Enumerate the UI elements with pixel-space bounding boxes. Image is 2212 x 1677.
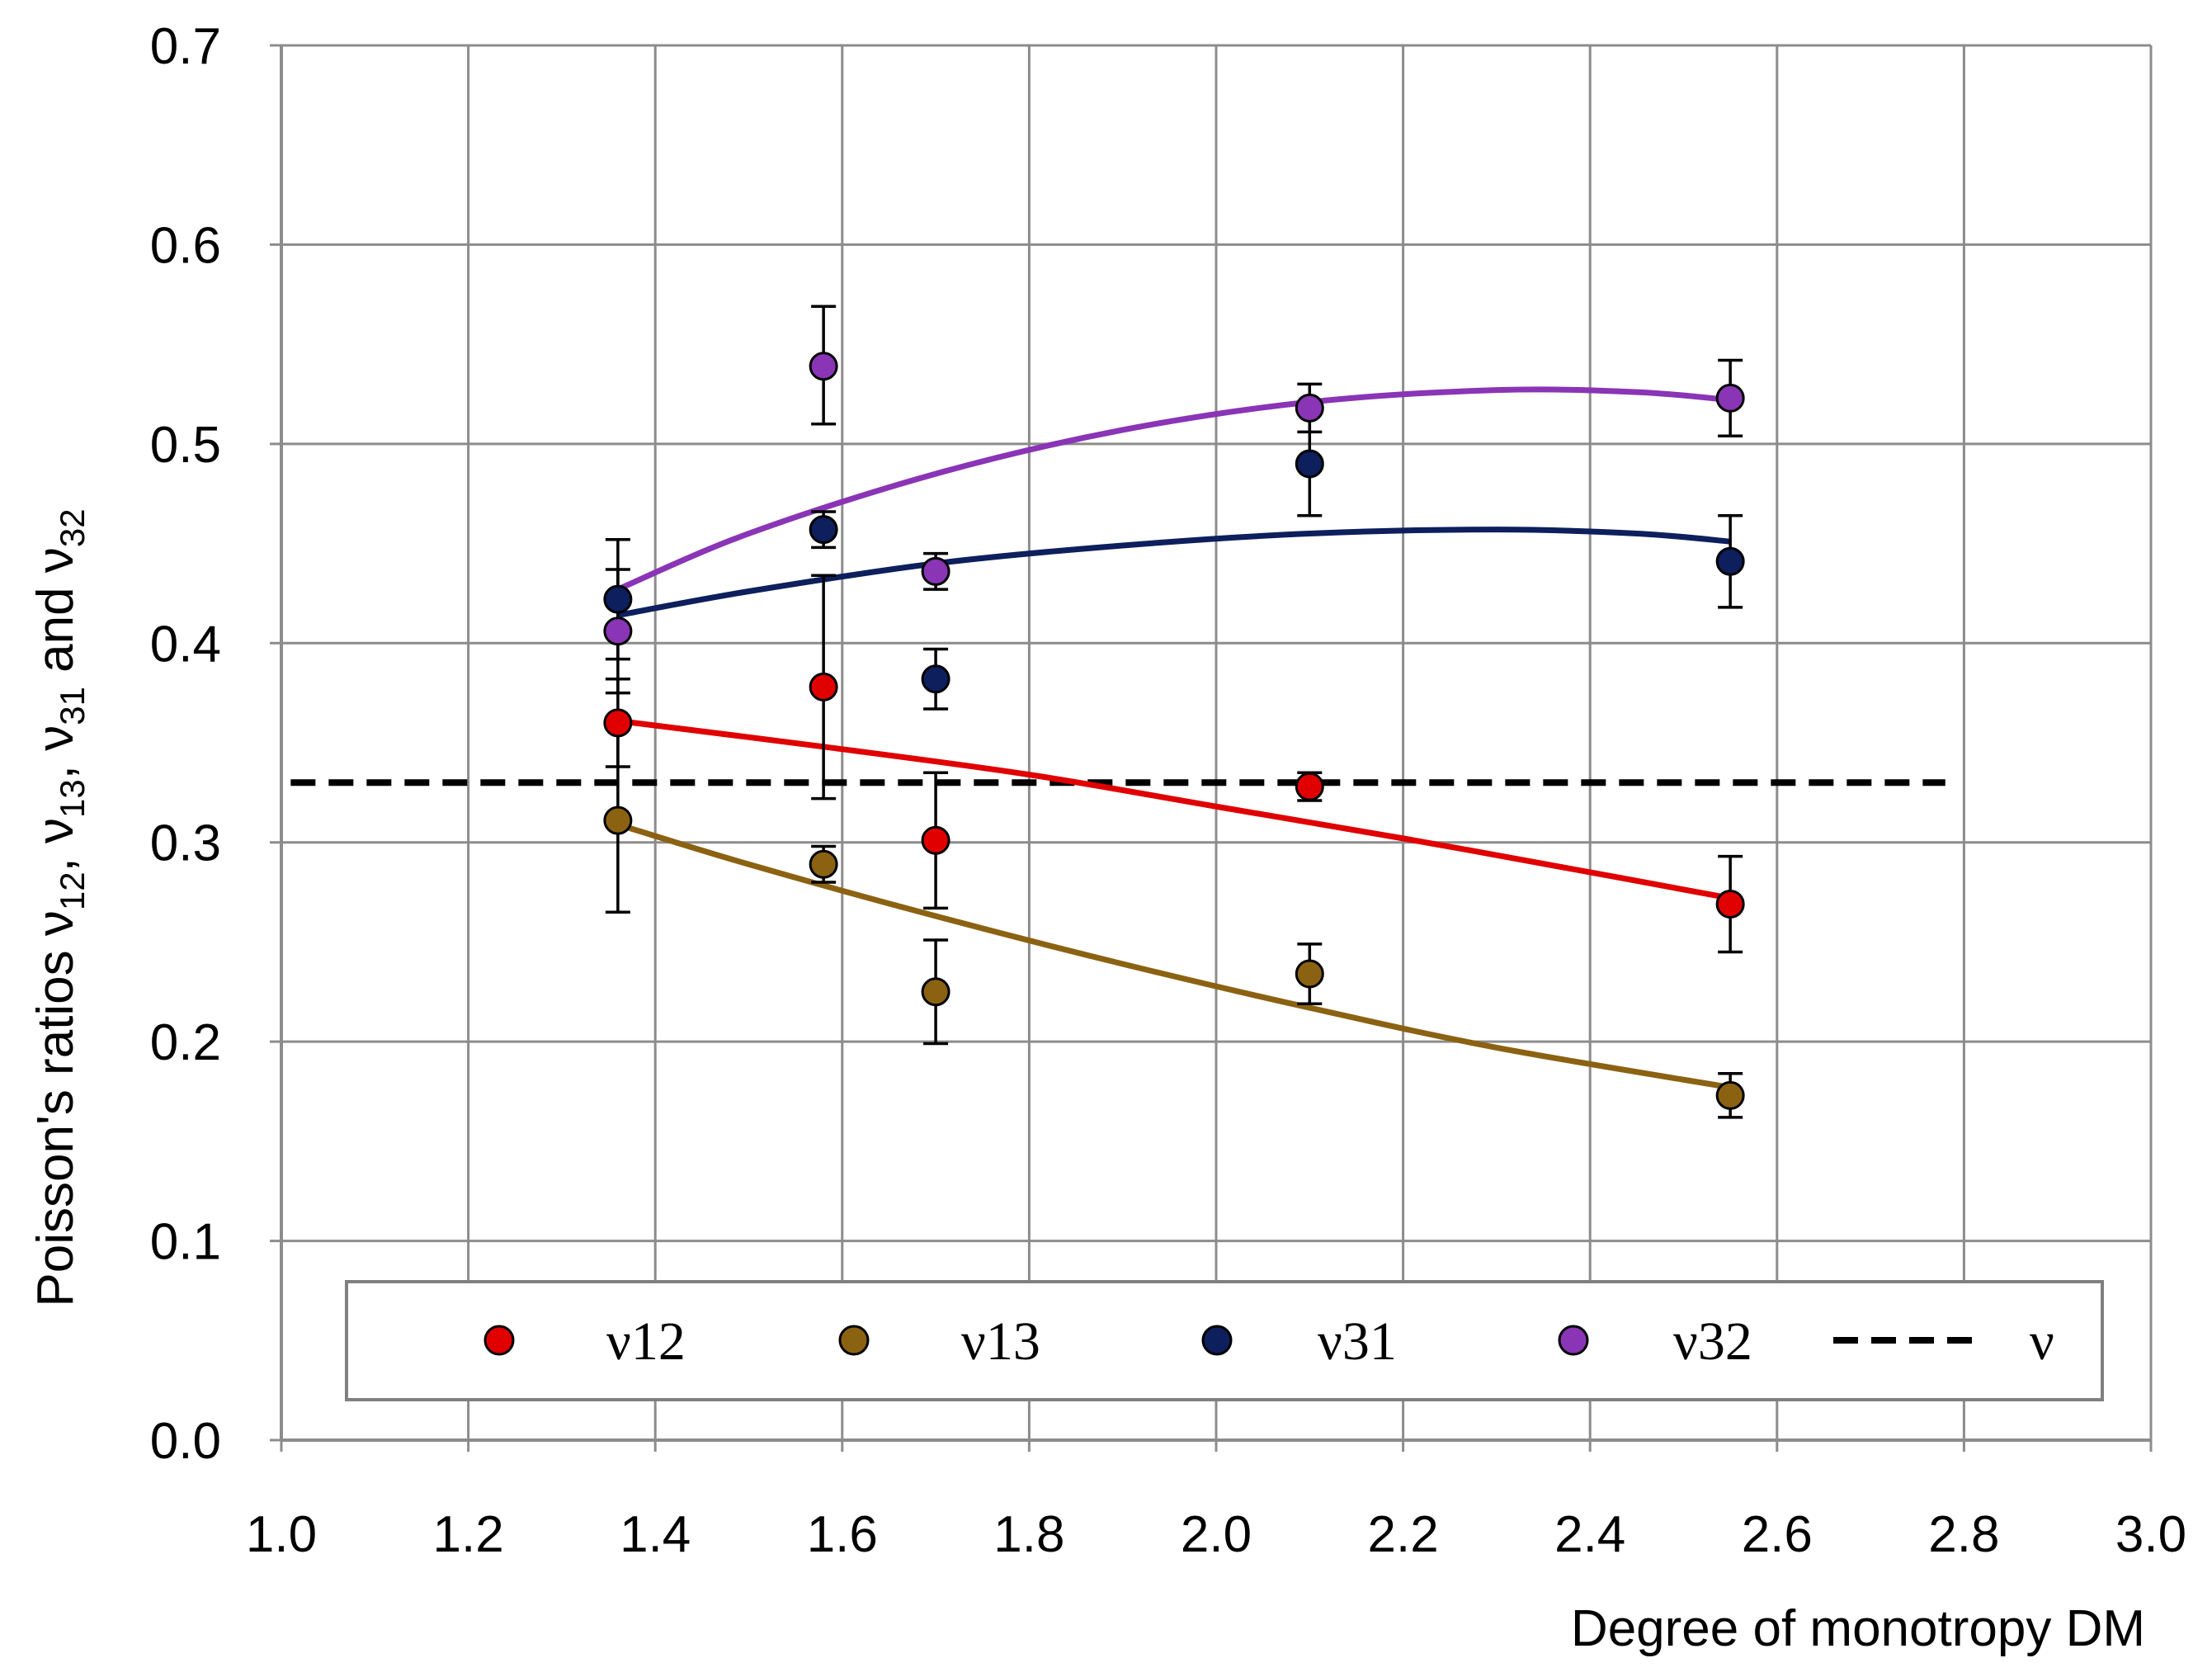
data-point-v31 [1715, 546, 1745, 576]
legend-label-v32: ν32 [1673, 1311, 1752, 1372]
x-tick-label: 2.2 [1367, 1506, 1438, 1563]
data-point-v32 [809, 352, 838, 381]
y-axis-title-part: Poisson's ratios ν [27, 910, 84, 1306]
data-point-v13 [1715, 1080, 1745, 1110]
y-tick-label: 0.1 [150, 1214, 221, 1271]
y-tick-label: 0.6 [150, 217, 221, 274]
data-point-v32 [1715, 383, 1745, 413]
legend-entry-v32: ν32 [1558, 1311, 1752, 1372]
legend: ν12 ν13 ν31 ν32 ν [345, 1280, 2104, 1401]
data-point-v12 [603, 708, 633, 738]
trend-line-v13 [616, 821, 1731, 1091]
data-point-v13 [603, 805, 633, 835]
y-axis-title-part: and ν [27, 547, 84, 687]
data-point-v31 [603, 584, 633, 614]
data-point-v12 [1715, 890, 1745, 919]
legend-label-v13: ν13 [961, 1311, 1040, 1372]
y-axis-title-part: , ν [27, 818, 84, 872]
axes [280, 45, 2151, 1442]
y-axis-title: Poisson's ratios ν12, ν13, ν31 and ν32 [27, 508, 92, 1306]
legend-entry-v31: ν31 [1201, 1311, 1397, 1372]
x-tick-label: 2.4 [1554, 1506, 1625, 1563]
x-tick-label: 1.6 [807, 1506, 878, 1563]
data-point-v13 [921, 977, 950, 1007]
x-tick-label: 1.0 [246, 1506, 317, 1563]
data-point-v32 [1295, 393, 1324, 423]
legend-entry-nu: ν [1833, 1311, 2054, 1372]
legend-label-v12: ν12 [606, 1311, 686, 1372]
legend-entry-v12: ν12 [483, 1311, 686, 1372]
data-point-v31 [921, 664, 950, 694]
data-point-v13 [809, 849, 838, 879]
y-axis-title-subscript: 32 [53, 508, 92, 547]
y-axis-title-subscript: 13 [53, 779, 92, 818]
y-tick-labels: 0.0 0.1 0.2 0.3 0.4 0.5 0.6 0.7 [150, 18, 221, 1470]
data-point-v12 [921, 825, 950, 855]
legend-marker-v12 [483, 1325, 515, 1356]
x-tick-label: 2.8 [1928, 1506, 1999, 1563]
y-tick-label: 0.0 [150, 1413, 221, 1470]
x-tick-label: 2.0 [1181, 1506, 1252, 1563]
x-axis-title: Degree of monotropy DM [1571, 1600, 2145, 1657]
legend-label-nu: ν [2030, 1311, 2054, 1372]
data-point-v13 [1295, 959, 1324, 989]
x-tick-label: 3.0 [2115, 1506, 2186, 1563]
trend-line-v31 [617, 527, 1731, 618]
y-tick-label: 0.4 [150, 616, 221, 673]
legend-entry-v13: ν13 [838, 1311, 1040, 1372]
legend-marker-v31 [1201, 1325, 1233, 1356]
trend-line-v32 [616, 386, 1731, 593]
data-point-v12 [1295, 772, 1324, 801]
legend-marker-v32 [1558, 1325, 1589, 1356]
data-point-v32 [603, 616, 633, 646]
x-tick-label: 1.4 [620, 1506, 691, 1563]
x-tick-label: 1.2 [432, 1506, 503, 1563]
data-points [603, 352, 1745, 1110]
y-axis-title-part: , ν [27, 725, 84, 779]
data-point-v32 [921, 556, 950, 586]
y-tick-label: 0.5 [150, 417, 221, 474]
data-point-v31 [1295, 449, 1324, 479]
x-tick-labels: 1.0 1.2 1.4 1.6 1.8 2.0 2.2 2.4 2.6 2.8 3.0 [246, 1506, 2186, 1563]
x-tick-label: 2.6 [1742, 1506, 1813, 1563]
trend-lines [616, 386, 1731, 1091]
legend-label-v31: ν31 [1318, 1311, 1397, 1372]
data-point-v31 [809, 515, 838, 545]
y-axis-title-subscript: 31 [53, 687, 92, 725]
y-tick-label: 0.7 [150, 18, 221, 75]
y-axis-title-subscript: 12 [53, 872, 92, 910]
y-tick-label: 0.3 [150, 815, 221, 872]
y-tick-label: 0.2 [150, 1014, 221, 1071]
legend-marker-v13 [838, 1325, 870, 1356]
data-point-v12 [809, 672, 838, 702]
x-tick-label: 1.8 [993, 1506, 1064, 1563]
